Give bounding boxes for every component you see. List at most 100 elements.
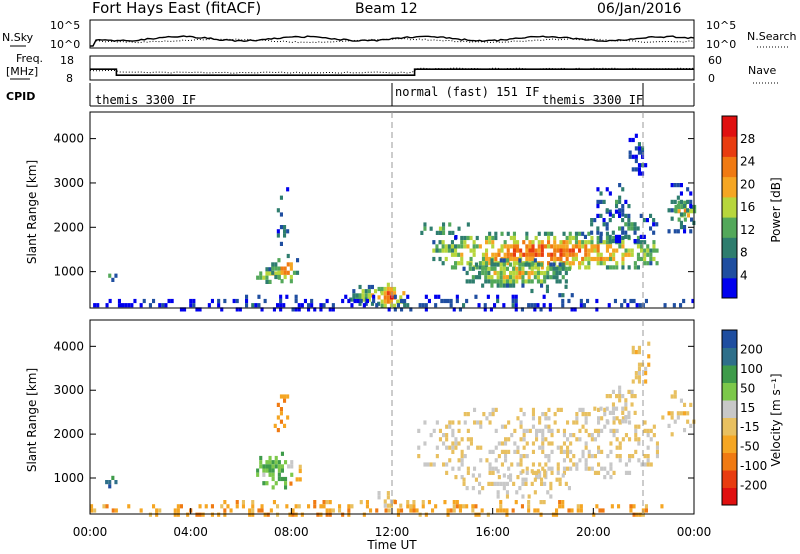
power-cell: [621, 252, 625, 257]
power-cell: [189, 298, 193, 304]
power-cell: [509, 262, 513, 267]
power-colorbar-tick: 4: [740, 268, 748, 282]
velocity-cell: [386, 503, 390, 508]
power-cell: [595, 307, 599, 312]
power-cell: [494, 252, 498, 257]
velocity-cell: [108, 480, 112, 485]
velocity-cell: [319, 512, 323, 517]
power-cell: [652, 218, 656, 223]
velocity-cell: [600, 428, 604, 433]
power-cell: [167, 298, 171, 304]
power-cell: [618, 213, 622, 218]
power-cell: [423, 222, 427, 227]
velocity-cell: [634, 424, 638, 429]
power-cell: [442, 222, 446, 227]
velocity-cell: [497, 441, 501, 446]
power-cell: [142, 298, 146, 304]
power-cell: [487, 279, 491, 284]
power-cell: [679, 303, 683, 308]
power-cell: [584, 240, 588, 245]
power-cell: [552, 270, 556, 276]
power-cell: [565, 252, 569, 257]
power-cell: [680, 204, 684, 210]
velocity-cell: [569, 458, 573, 463]
velocity-cell: [271, 476, 275, 482]
velocity-cell: [581, 407, 585, 412]
power-cell: [643, 248, 647, 253]
power-cell: [503, 252, 507, 257]
power-cell: [564, 279, 568, 284]
power-cell: [386, 286, 390, 292]
velocity-cell: [527, 504, 531, 509]
power-cell: [621, 208, 625, 213]
power-cell: [621, 261, 625, 266]
power-cell: [460, 256, 464, 262]
power-cell: [420, 230, 424, 235]
velocity-cell: [584, 428, 588, 433]
power-cell: [626, 303, 630, 308]
power-cell: [627, 248, 631, 253]
velocity-cell: [515, 490, 519, 495]
velocity-cell: [581, 454, 585, 459]
velocity-cell: [328, 508, 332, 513]
velocity-cell: [643, 420, 647, 425]
power-cell: [530, 279, 534, 284]
velocity-cell: [559, 449, 563, 454]
velocity-cell: [260, 504, 264, 509]
power-cell: [450, 248, 454, 253]
velocity-cell: [544, 437, 548, 442]
power-cell: [527, 303, 531, 308]
velocity-cell: [538, 475, 542, 480]
power-cell: [618, 199, 622, 204]
power-cell: [612, 235, 616, 241]
velocity-cell: [471, 508, 475, 513]
power-cell: [521, 266, 525, 271]
power-cell: [677, 217, 681, 222]
x-tick-label: 04:00: [173, 525, 208, 539]
power-cell: [686, 208, 690, 213]
velocity-cell: [584, 412, 588, 417]
power-cell: [627, 222, 631, 227]
velocity-cell: [322, 504, 326, 509]
velocity-cell: [595, 504, 599, 509]
power-cell: [505, 258, 509, 263]
power-cell: [485, 235, 489, 241]
velocity-cell: [274, 464, 278, 469]
power-cell: [488, 235, 492, 241]
power-cell: [441, 248, 445, 253]
power-cell: [679, 191, 683, 196]
power-cell: [478, 261, 482, 266]
velocity-cell: [621, 437, 625, 442]
power-cell: [533, 258, 537, 263]
velocity-cell: [313, 500, 317, 505]
velocity-cell: [201, 512, 205, 517]
power-cell: [555, 279, 559, 284]
velocity-cell: [635, 512, 639, 517]
power-cell: [534, 261, 538, 266]
velocity-cell: [575, 462, 579, 467]
power-cell: [460, 235, 464, 241]
power-cell: [537, 231, 541, 236]
velocity-cell: [277, 472, 281, 477]
velocity-cell: [105, 480, 109, 485]
power-cell: [359, 298, 363, 304]
power-cell: [599, 261, 603, 266]
velocity-cell: [575, 437, 579, 442]
velocity-cell: [418, 512, 422, 517]
power-cell: [506, 231, 510, 236]
velocity-cell: [612, 428, 616, 433]
power-colorbar-swatch: [722, 237, 737, 258]
velocity-cell: [597, 433, 601, 438]
velocity-cell: [646, 428, 650, 433]
velocity-cell: [649, 437, 653, 442]
velocity-cell: [491, 412, 495, 417]
power-cell: [389, 286, 393, 292]
power-cell: [531, 248, 535, 253]
velocity-cell: [546, 490, 550, 495]
velocity-cell: [566, 420, 570, 425]
velocity-cell: [555, 477, 559, 482]
velocity-cell: [516, 449, 520, 454]
y-tick-label: 3000: [53, 383, 84, 397]
power-cell: [509, 256, 513, 262]
